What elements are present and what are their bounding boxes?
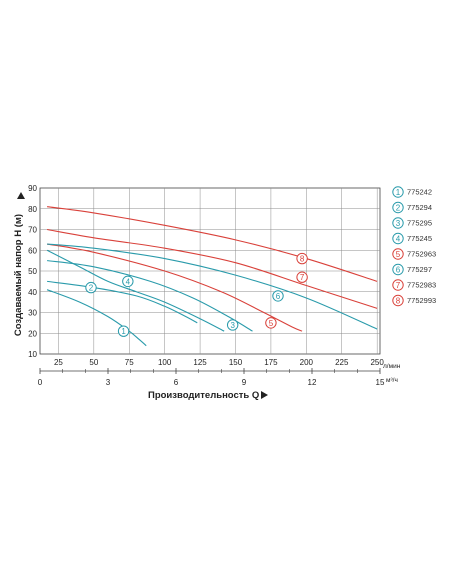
curves bbox=[46, 206, 378, 347]
x-tick-label-top: 50 bbox=[89, 358, 98, 367]
y-tick-label: 70 bbox=[28, 226, 37, 235]
x-unit-bottom: м³/ч bbox=[386, 377, 398, 384]
legend-marker-circle bbox=[392, 186, 404, 198]
x-axis-title: Производительность Q bbox=[148, 390, 259, 401]
legend-marker-circle bbox=[392, 232, 404, 245]
legend-marker-circle bbox=[392, 248, 404, 260]
x-tick-label-top: 100 bbox=[158, 358, 172, 367]
legend-marker-label: 6 bbox=[396, 265, 401, 274]
legend-marker-circle bbox=[392, 279, 404, 291]
series-marker-circle bbox=[272, 290, 284, 302]
y-tick-label: 10 bbox=[28, 350, 37, 359]
x-tick-label-top: 150 bbox=[229, 358, 243, 367]
series-marker-circle bbox=[296, 252, 308, 265]
series-marker-label: 1 bbox=[121, 327, 126, 336]
x-tick-label-bottom: 3 bbox=[106, 378, 111, 387]
legend-marker-circle bbox=[392, 217, 404, 229]
x-tick-label-top: 200 bbox=[300, 358, 314, 367]
x-tick-label-top: 175 bbox=[264, 358, 278, 367]
legend-marker-label: 3 bbox=[396, 219, 401, 228]
series-marker-circle bbox=[117, 325, 130, 337]
legend-entry-name: 7752963 bbox=[407, 250, 436, 259]
legend-entry-name: 775297 bbox=[407, 265, 432, 274]
legend-entry-name: 7752993 bbox=[407, 296, 436, 305]
x-unit-top: л/мин bbox=[383, 363, 401, 370]
y-tick-label: 40 bbox=[28, 288, 37, 297]
x-tick-label-top: 25 bbox=[54, 358, 63, 367]
legend-marker-label: 5 bbox=[396, 250, 401, 259]
x-tick-label-bottom: 12 bbox=[308, 378, 317, 387]
x-tick-label-bottom: 9 bbox=[242, 378, 247, 387]
x-tick-labels-top: 25 50 75 100 125 150 175 200 225 250 bbox=[54, 358, 384, 367]
series-marker-circle bbox=[122, 275, 134, 288]
legend-marker-label: 1 bbox=[396, 188, 401, 197]
y-axis-title: Создаваемый напор H (м) bbox=[13, 214, 24, 336]
series-marker-label: 2 bbox=[89, 284, 94, 293]
legend-marker-circle bbox=[392, 263, 404, 276]
series-line-775297 bbox=[47, 243, 378, 330]
legend-entry-name: 775242 bbox=[407, 188, 432, 197]
legend-marker-label: 2 bbox=[396, 203, 401, 212]
series-marker-label: 4 bbox=[126, 277, 131, 286]
grid bbox=[40, 188, 380, 354]
series-line-7752983 bbox=[46, 228, 378, 309]
legend-marker-label: 4 bbox=[396, 234, 401, 243]
series-line-7752993 bbox=[47, 206, 378, 282]
legend-entry-name: 775294 bbox=[407, 203, 432, 212]
series-markers: 1 2 3 4 5 6 7 8 bbox=[85, 252, 308, 337]
series-line-7752963 bbox=[46, 243, 303, 332]
x-tick-label-top: 225 bbox=[335, 358, 349, 367]
series-line-775294 bbox=[47, 280, 198, 324]
legend-entry-name: 775295 bbox=[407, 219, 432, 228]
x-tick-label-top: 250 bbox=[370, 358, 384, 367]
legend-entry-name: 7752983 bbox=[407, 281, 436, 290]
legend-marker-circle bbox=[392, 201, 404, 214]
series-marker-label: 5 bbox=[269, 319, 274, 328]
y-tick-label: 20 bbox=[28, 329, 37, 338]
y-axis-title-group: Создаваемый напор H (м) bbox=[13, 192, 25, 336]
x-tick-label-bottom: 6 bbox=[174, 378, 179, 387]
x-tick-label-top: 75 bbox=[125, 358, 134, 367]
x-tick-label-bottom: 15 bbox=[376, 378, 385, 387]
series-line-775242 bbox=[46, 289, 147, 347]
series-line-775245 bbox=[46, 249, 225, 332]
x-axis-arrow-icon bbox=[261, 391, 268, 399]
series-marker-label: 8 bbox=[300, 254, 305, 263]
y-tick-label: 60 bbox=[28, 246, 37, 255]
x-tick-label-top: 125 bbox=[193, 358, 207, 367]
series-marker-circle bbox=[265, 317, 277, 329]
series-marker-label: 3 bbox=[230, 321, 235, 330]
legend-marker-label: 7 bbox=[396, 281, 401, 290]
series-marker-circle bbox=[226, 319, 239, 331]
y-axis-arrow-icon bbox=[17, 192, 25, 199]
legend: 1 775242 2 775294 3 775295 4 775245 5 7752963 6 775… bbox=[392, 186, 436, 307]
legend-entry-name: 775245 bbox=[407, 234, 432, 243]
y-tick-label: 30 bbox=[28, 309, 37, 318]
series-line-775295 bbox=[47, 260, 253, 332]
series-marker-circle bbox=[85, 281, 97, 294]
legend-marker-circle bbox=[392, 294, 404, 307]
y-tick-label: 80 bbox=[28, 205, 37, 214]
legend-marker-label: 8 bbox=[396, 296, 401, 305]
y-tick-labels: 10 20 30 40 50 60 70 80 90 bbox=[28, 184, 37, 359]
x-tick-label-bottom: 0 bbox=[38, 378, 43, 387]
series-marker-label: 6 bbox=[276, 292, 281, 301]
series-marker-circle bbox=[296, 271, 308, 283]
y-tick-label: 90 bbox=[28, 184, 37, 193]
y-tick-label: 50 bbox=[28, 267, 37, 276]
series-marker-label: 7 bbox=[300, 273, 305, 282]
x-tick-labels-bottom: 0 3 6 9 12 15 bbox=[38, 368, 385, 387]
